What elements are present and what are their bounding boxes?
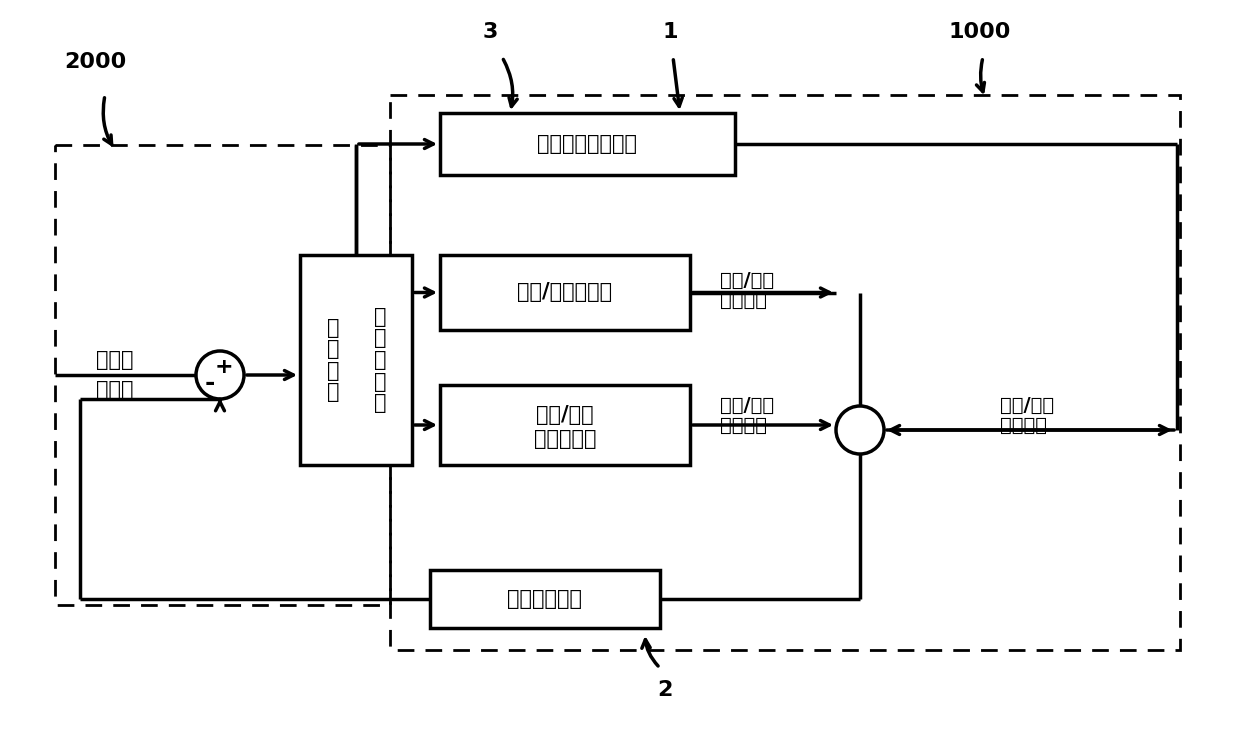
Bar	[55, 145, 391, 605]
Bar	[440, 385, 689, 465]
Text: 端点运动: 端点运动	[999, 415, 1047, 434]
Bar	[440, 255, 689, 330]
Bar	[300, 255, 412, 465]
Text: 导丝/导管: 导丝/导管	[999, 396, 1054, 414]
Text: 导丝/导管: 导丝/导管	[720, 271, 774, 289]
Text: 直线运动器: 直线运动器	[533, 429, 596, 449]
Text: 运
动
规
划
与: 运 动 规 划 与	[374, 307, 387, 413]
Text: 直线运动: 直线运动	[720, 415, 768, 434]
Text: 导丝/导轨: 导丝/导轨	[536, 405, 594, 426]
Text: 旋转运动: 旋转运动	[720, 290, 768, 310]
Text: 1000: 1000	[949, 22, 1011, 42]
Text: 3: 3	[482, 22, 497, 42]
Text: 六自由度力传感器: 六自由度力传感器	[537, 134, 637, 154]
Text: 运
动
分
解: 运 动 分 解	[327, 318, 340, 403]
Text: 2: 2	[657, 680, 672, 700]
Text: 实测端点位置: 实测端点位置	[507, 589, 583, 609]
Text: 导丝/导轨旋转器: 导丝/导轨旋转器	[517, 283, 613, 303]
Text: 导丝/导管: 导丝/导管	[720, 396, 774, 414]
Bar	[430, 570, 660, 628]
Bar	[391, 95, 1180, 650]
Bar	[440, 113, 735, 175]
Text: 点位置: 点位置	[97, 380, 134, 400]
Text: -: -	[205, 371, 216, 395]
Text: 理想端: 理想端	[97, 350, 134, 370]
Text: 1: 1	[662, 22, 678, 42]
Text: 2000: 2000	[64, 52, 126, 72]
Text: +: +	[215, 357, 233, 377]
